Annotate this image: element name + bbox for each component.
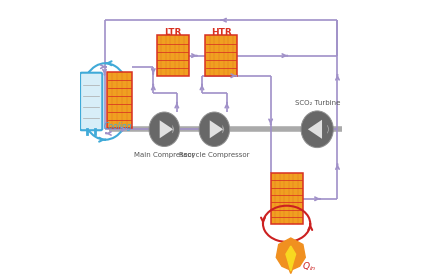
Ellipse shape — [199, 112, 229, 147]
Ellipse shape — [149, 112, 180, 147]
Text: LTR: LTR — [164, 29, 181, 38]
FancyBboxPatch shape — [205, 36, 237, 76]
Text: Main Compressor: Main Compressor — [134, 152, 194, 158]
Polygon shape — [210, 120, 223, 138]
Polygon shape — [308, 120, 322, 139]
Text: Cooling: Cooling — [104, 122, 132, 131]
FancyBboxPatch shape — [108, 72, 132, 128]
Polygon shape — [276, 238, 305, 274]
FancyBboxPatch shape — [80, 73, 102, 130]
Text: $Q_{in}$: $Q_{in}$ — [302, 261, 316, 273]
Polygon shape — [286, 246, 295, 271]
Ellipse shape — [301, 111, 333, 148]
Polygon shape — [160, 120, 173, 138]
FancyBboxPatch shape — [271, 173, 302, 225]
Text: HTR: HTR — [211, 29, 232, 38]
Text: Recycle Compressor: Recycle Compressor — [179, 152, 250, 158]
FancyBboxPatch shape — [156, 36, 189, 76]
Text: SCO₂ Turbine: SCO₂ Turbine — [295, 100, 340, 106]
